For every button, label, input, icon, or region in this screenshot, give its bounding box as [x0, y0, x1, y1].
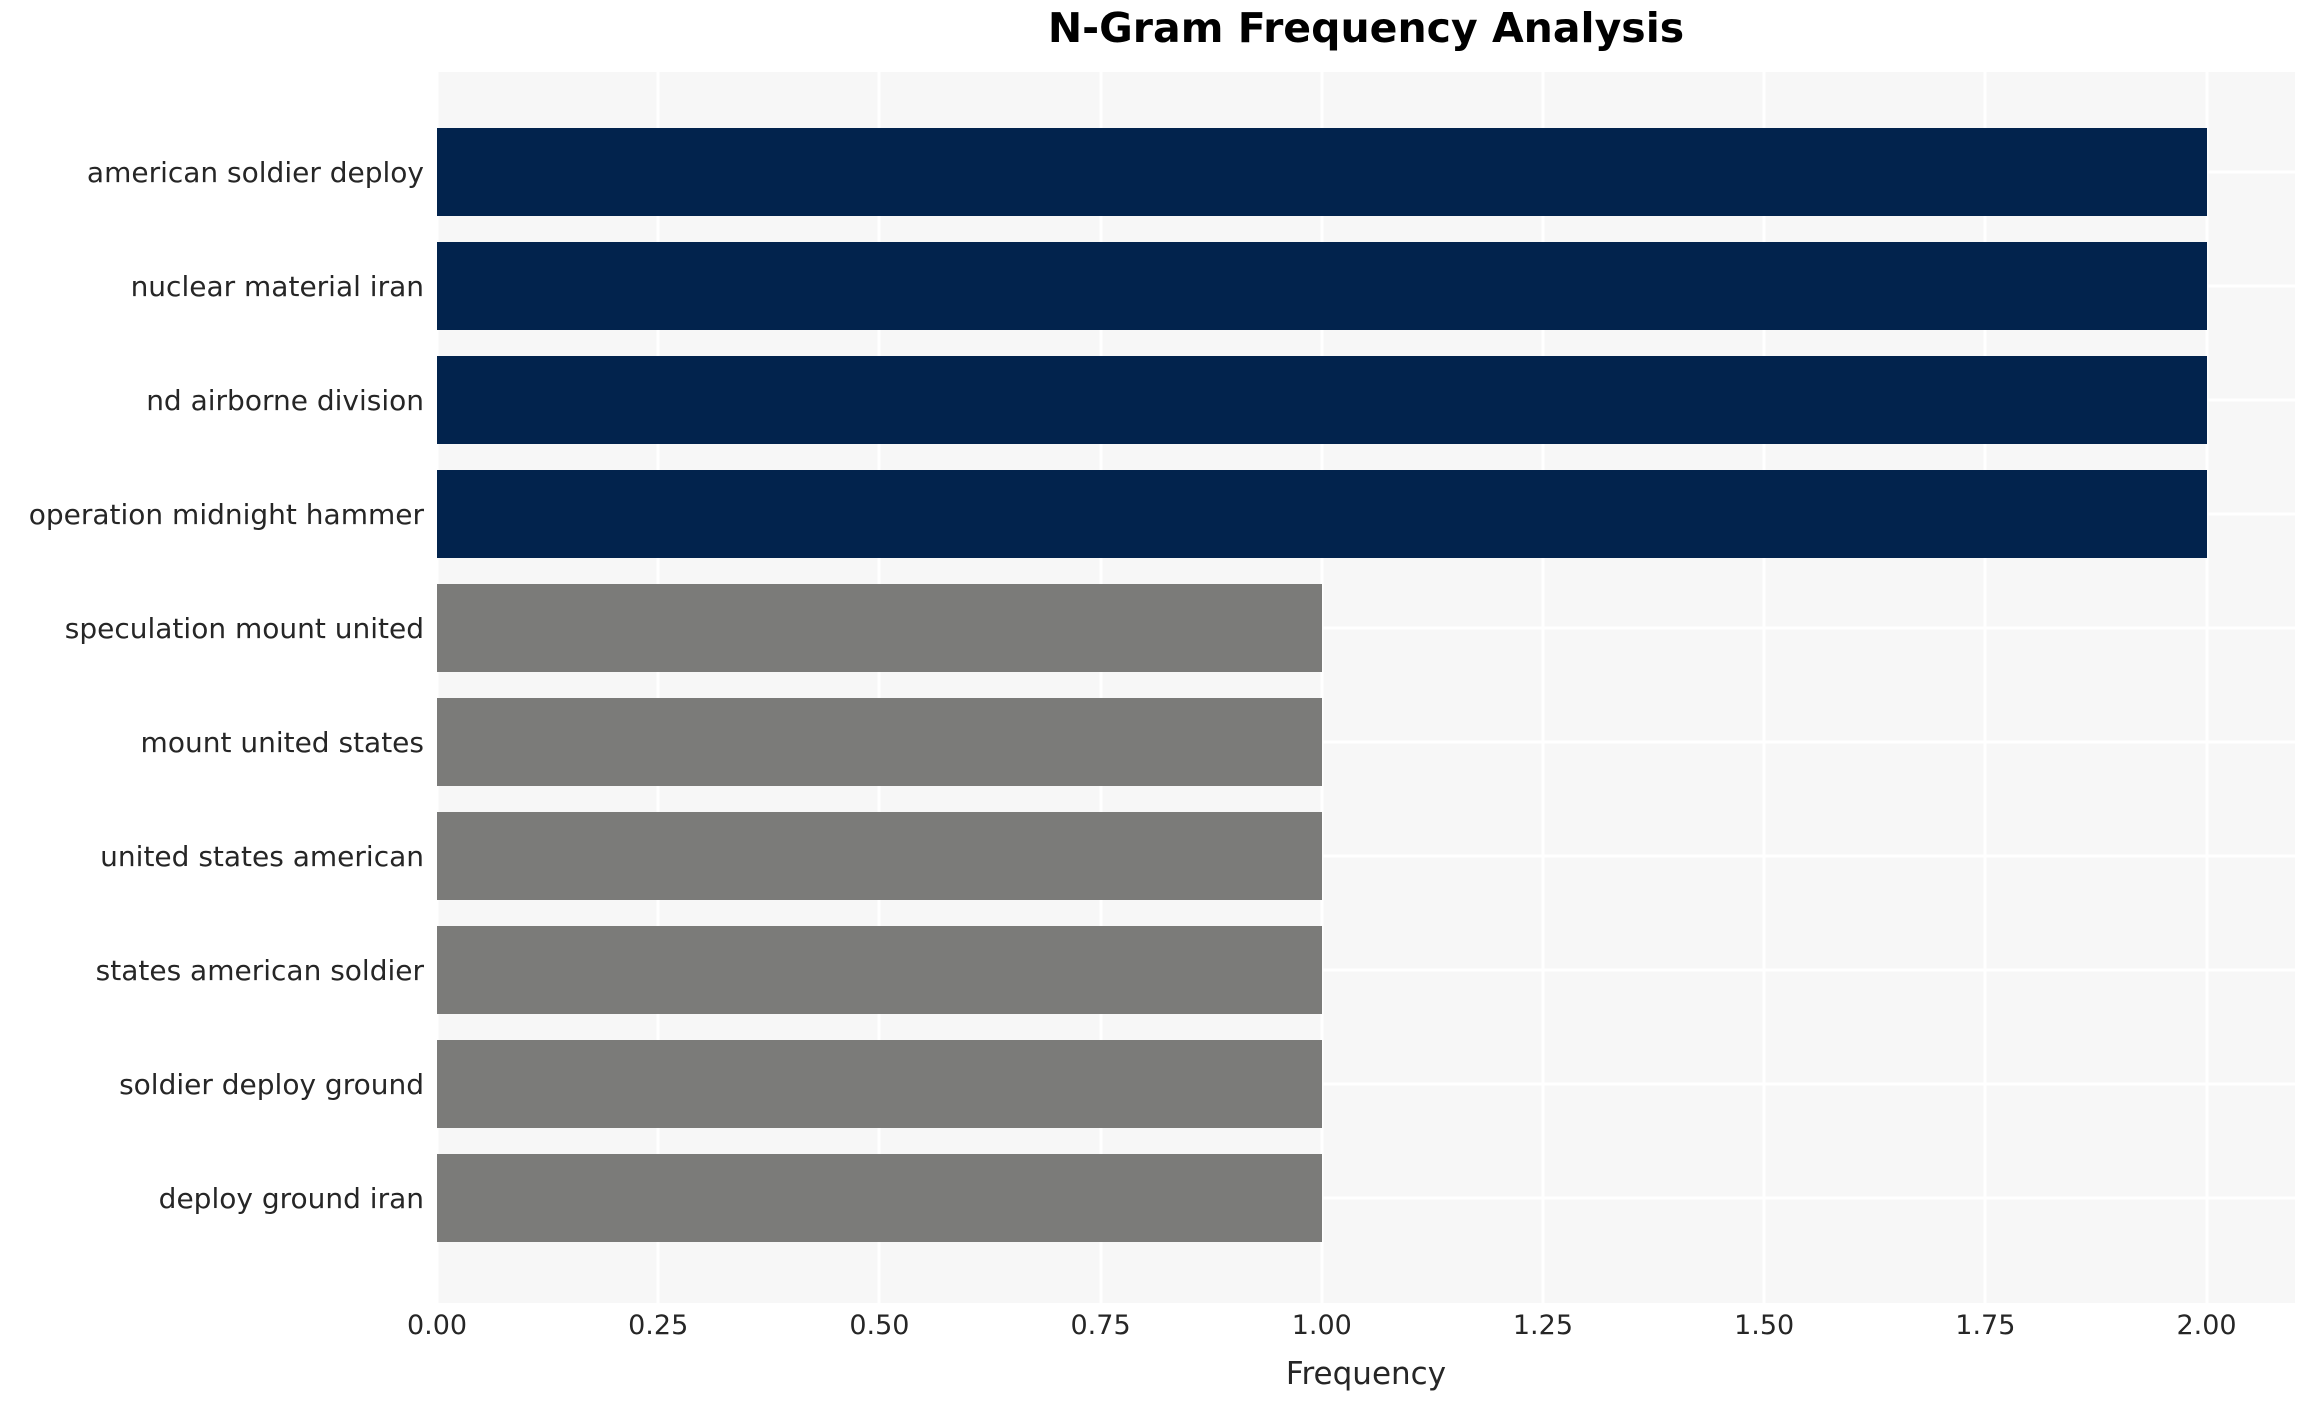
category-label-deploy-ground-iran: deploy ground iran — [158, 1181, 424, 1215]
vertical-gridline-1.50 — [1762, 72, 1766, 1303]
bar-mount-united-states — [437, 698, 1322, 786]
vertical-gridline-1.00 — [1320, 72, 1324, 1303]
x-tick-label-0.00: 0.00 — [406, 1310, 468, 1341]
horizontal-gridline-row-5 — [437, 626, 2295, 630]
category-label-united-states-american: united states american — [100, 839, 424, 873]
category-label-soldier-deploy-ground: soldier deploy ground — [119, 1067, 424, 1101]
bar-nd-airborne-division — [437, 356, 2207, 444]
x-tick-label-1.75: 1.75 — [1955, 1310, 2016, 1341]
vertical-gridline-0.75 — [1099, 72, 1103, 1303]
category-label-mount-united-states: mount united states — [140, 725, 424, 759]
horizontal-gridline-row-8 — [437, 968, 2295, 972]
vertical-gridline-1.25 — [1541, 72, 1545, 1303]
category-label-american-soldier-deploy: american soldier deploy — [86, 155, 424, 189]
x-tick-label-0.75: 0.75 — [1070, 1310, 1131, 1341]
horizontal-gridline-row-10 — [437, 1196, 2295, 1200]
bar-operation-midnight-hammer — [437, 470, 2207, 558]
x-axis-tick-labels: 0.00 0.25 0.50 0.75 1.00 1.25 1.50 1.75 2.00 — [407, 1310, 2295, 1346]
x-tick-label-0.25: 0.25 — [628, 1310, 689, 1341]
category-label-nd-airborne-division: nd airborne division — [146, 383, 424, 417]
horizontal-gridline-row-9 — [437, 1082, 2295, 1086]
bar-deploy-ground-iran — [437, 1154, 1322, 1242]
bar-united-states-american — [437, 812, 1322, 900]
x-tick-label-0.50: 0.50 — [849, 1310, 910, 1341]
x-tick-label-1.25: 1.25 — [1512, 1310, 1573, 1341]
x-axis-title: Frequency — [1285, 1356, 1447, 1392]
bar-speculation-mount-united — [437, 584, 1322, 672]
vertical-gridline-1.75 — [1983, 72, 1987, 1303]
bar-states-american-soldier — [437, 926, 1322, 1014]
category-label-nuclear-material-iran: nuclear material iran — [130, 269, 424, 303]
category-label-operation-midnight-hammer: operation midnight hammer — [28, 497, 424, 531]
x-tick-label-1.00: 1.00 — [1291, 1310, 1352, 1341]
vertical-gridline-2.00 — [2205, 72, 2209, 1303]
bar-nuclear-material-iran — [437, 242, 2207, 330]
bar-soldier-deploy-ground — [437, 1040, 1322, 1128]
horizontal-gridline-row-7 — [437, 854, 2295, 858]
vertical-gridline-0.00 — [437, 72, 439, 1303]
vertical-gridline-0.25 — [656, 72, 660, 1303]
chart-title: N-Gram Frequency Analysis — [1047, 4, 1685, 52]
y-axis-category-labels: american soldier deploy nuclear material … — [0, 72, 424, 1303]
category-label-speculation-mount-united: speculation mount united — [64, 611, 424, 645]
x-tick-label-1.50: 1.50 — [1734, 1310, 1795, 1341]
plot-area — [437, 72, 2295, 1303]
bar-american-soldier-deploy — [437, 128, 2207, 216]
category-label-states-american-soldier: states american soldier — [95, 953, 424, 987]
vertical-gridline-0.50 — [877, 72, 881, 1303]
horizontal-gridline-row-6 — [437, 740, 2295, 744]
x-tick-label-2.00: 2.00 — [2176, 1310, 2237, 1341]
